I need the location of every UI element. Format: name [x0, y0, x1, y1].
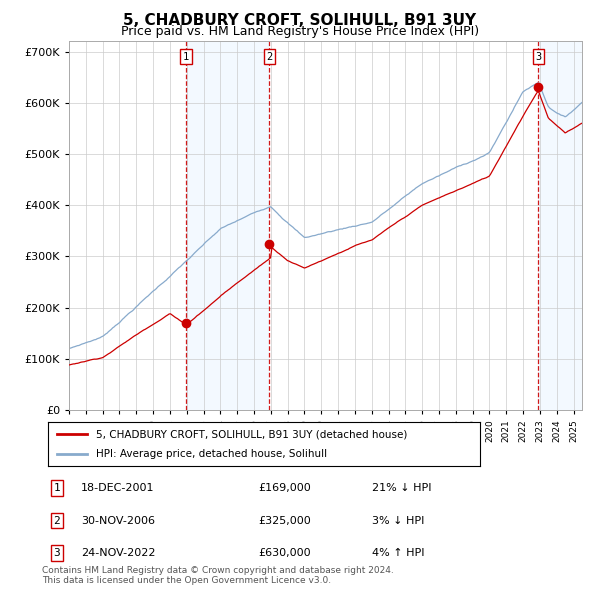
Text: 30-NOV-2006: 30-NOV-2006: [81, 516, 155, 526]
Text: Price paid vs. HM Land Registry's House Price Index (HPI): Price paid vs. HM Land Registry's House …: [121, 25, 479, 38]
Bar: [186, 41, 269, 410]
Text: 3% ↓ HPI: 3% ↓ HPI: [372, 516, 424, 526]
Text: £325,000: £325,000: [258, 516, 311, 526]
Text: 2: 2: [266, 52, 272, 62]
Text: HPI: Average price, detached house, Solihull: HPI: Average price, detached house, Soli…: [95, 449, 326, 458]
Text: 5, CHADBURY CROFT, SOLIHULL, B91 3UY: 5, CHADBURY CROFT, SOLIHULL, B91 3UY: [124, 13, 476, 28]
Text: 5, CHADBURY CROFT, SOLIHULL, B91 3UY (detached house): 5, CHADBURY CROFT, SOLIHULL, B91 3UY (de…: [95, 430, 407, 439]
Text: 3: 3: [53, 548, 61, 558]
Text: 4% ↑ HPI: 4% ↑ HPI: [372, 548, 425, 558]
Text: 1: 1: [183, 52, 189, 62]
Bar: [538, 41, 582, 410]
Text: 3: 3: [535, 52, 541, 62]
Text: Contains HM Land Registry data © Crown copyright and database right 2024.
This d: Contains HM Land Registry data © Crown c…: [42, 566, 394, 585]
Text: £630,000: £630,000: [258, 548, 311, 558]
Text: 21% ↓ HPI: 21% ↓ HPI: [372, 483, 431, 493]
Text: 24-NOV-2022: 24-NOV-2022: [81, 548, 155, 558]
Text: 2: 2: [53, 516, 61, 526]
Text: 18-DEC-2001: 18-DEC-2001: [81, 483, 155, 493]
Text: 1: 1: [53, 483, 61, 493]
Text: £169,000: £169,000: [258, 483, 311, 493]
